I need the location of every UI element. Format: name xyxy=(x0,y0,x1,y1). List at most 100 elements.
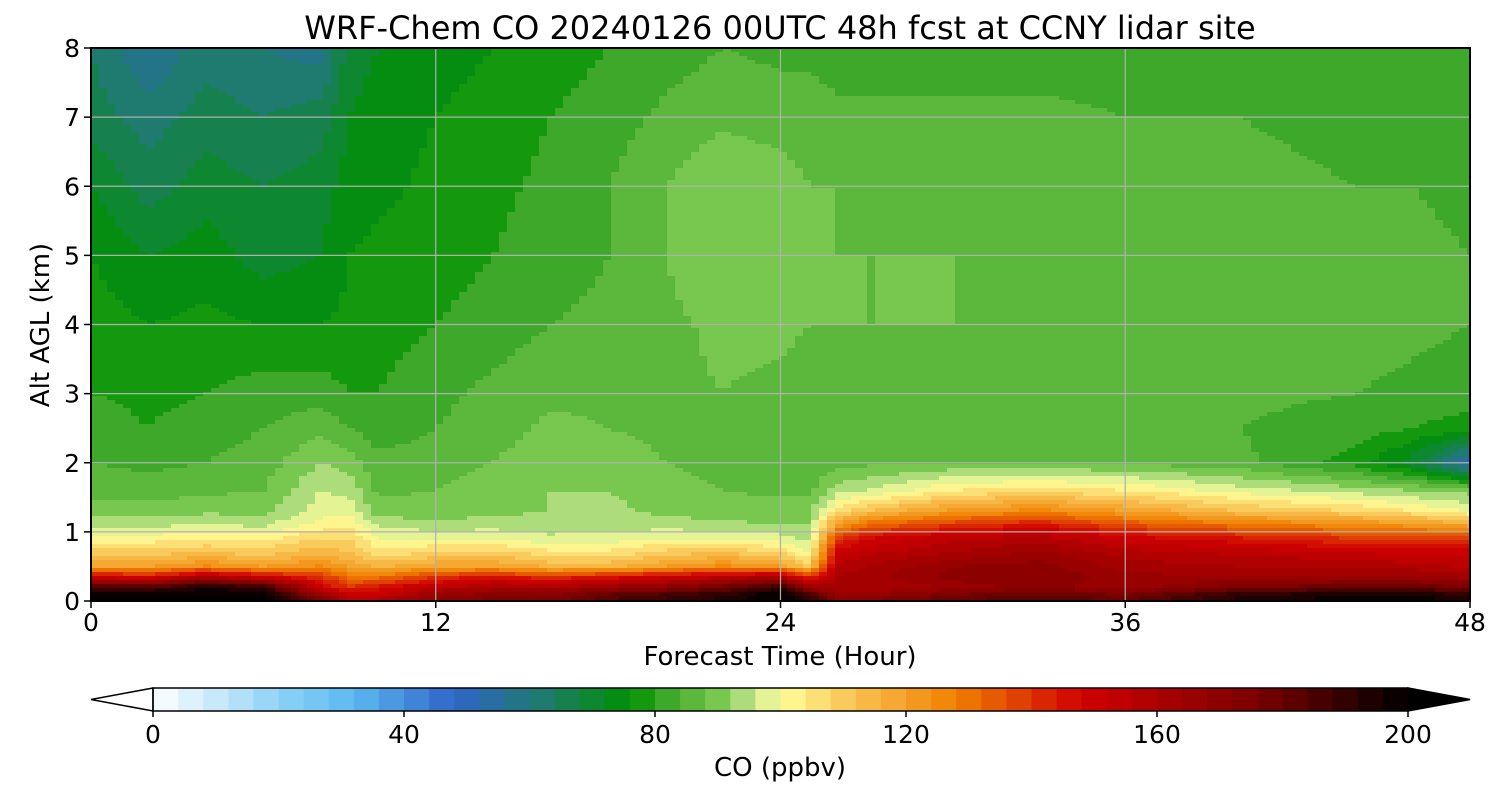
contour-cell xyxy=(147,52,156,57)
contour-cell xyxy=(523,100,532,105)
contour-cell xyxy=(1051,88,1060,93)
contour-cell xyxy=(827,80,836,85)
contour-cell xyxy=(419,92,428,97)
contour-cell xyxy=(1315,104,1324,109)
contour-cell xyxy=(1171,92,1180,97)
contour-cell xyxy=(1243,68,1252,73)
contour-cell xyxy=(1451,88,1460,93)
contour-cell xyxy=(411,72,420,77)
contour-cell xyxy=(1131,100,1140,105)
contour-cell xyxy=(963,108,972,113)
contour-cell xyxy=(963,100,972,105)
contour-cell xyxy=(1363,88,1372,93)
contour-cell xyxy=(1299,84,1308,89)
contour-cell xyxy=(867,104,876,109)
contour-cell xyxy=(747,112,756,117)
contour-cell xyxy=(163,72,172,77)
contour-cell xyxy=(1091,84,1100,89)
contour-cell xyxy=(1267,92,1276,97)
contour-cell xyxy=(1451,60,1460,65)
contour-cell xyxy=(451,100,460,105)
contour-cell xyxy=(347,68,356,73)
contour-cell xyxy=(1219,52,1228,57)
contour-cell xyxy=(443,76,452,81)
contour-cell xyxy=(1467,52,1476,57)
contour-cell xyxy=(1155,104,1164,109)
contour-cell xyxy=(395,56,404,61)
contour-cell xyxy=(523,108,532,113)
contour-cell xyxy=(1163,88,1172,93)
contour-cell xyxy=(747,68,756,73)
contour-cell xyxy=(1019,112,1028,117)
contour-cell xyxy=(1235,104,1244,109)
contour-cell xyxy=(1083,92,1092,97)
contour-cell xyxy=(299,100,308,105)
contour-cell xyxy=(603,72,612,77)
contour-cell xyxy=(643,80,652,85)
contour-cell xyxy=(859,104,868,109)
contour-cell xyxy=(819,104,828,109)
contour-cell xyxy=(1211,100,1220,105)
contour-cell xyxy=(1339,84,1348,89)
contour-cell xyxy=(1267,60,1276,65)
contour-cell xyxy=(1163,52,1172,57)
contour-cell xyxy=(1251,92,1260,97)
contour-cell xyxy=(739,104,748,109)
contour-cell xyxy=(427,92,436,97)
contour-cell xyxy=(203,80,212,85)
contour-cell xyxy=(123,112,132,117)
contour-cell xyxy=(515,56,524,61)
contour-cell xyxy=(827,72,836,77)
contour-cell xyxy=(1435,60,1444,65)
contour-cell xyxy=(683,64,692,69)
contour-cell xyxy=(1443,92,1452,97)
contour-cell xyxy=(843,52,852,57)
contour-cell xyxy=(387,100,396,105)
contour-cell xyxy=(1251,88,1260,93)
contour-cell xyxy=(1091,100,1100,105)
contour-cell xyxy=(123,76,132,81)
contour-cell xyxy=(1035,76,1044,81)
contour-cell xyxy=(371,84,380,89)
contour-cell xyxy=(1091,112,1100,117)
contour-cell xyxy=(835,100,844,105)
contour-cell xyxy=(163,76,172,81)
contour-cell xyxy=(907,96,916,101)
contour-cell xyxy=(1219,76,1228,81)
contour-cell xyxy=(883,56,892,61)
contour-cell xyxy=(963,88,972,93)
contour-cell xyxy=(1155,112,1164,117)
contour-cell xyxy=(203,104,212,109)
contour-cell xyxy=(195,100,204,105)
contour-cell xyxy=(947,52,956,57)
contour-cell xyxy=(379,72,388,77)
contour-cell xyxy=(155,88,164,93)
contour-cell xyxy=(1091,72,1100,77)
contour-cell xyxy=(579,96,588,101)
contour-cell xyxy=(267,52,276,57)
contour-cell xyxy=(651,52,660,57)
contour-cell xyxy=(579,52,588,57)
contour-cell xyxy=(371,100,380,105)
contour-cell xyxy=(707,80,716,85)
contour-cell xyxy=(499,84,508,89)
contour-cell xyxy=(251,100,260,105)
contour-cell xyxy=(763,72,772,77)
contour-cell xyxy=(1243,104,1252,109)
contour-cell xyxy=(1147,80,1156,85)
contour-cell xyxy=(715,80,724,85)
contour-cell xyxy=(1467,60,1476,65)
contour-cell xyxy=(1107,88,1116,93)
contour-cell xyxy=(1123,56,1132,61)
contour-cell xyxy=(1435,108,1444,113)
contour-cell xyxy=(283,60,292,65)
contour-cell xyxy=(451,64,460,69)
contour-cell xyxy=(451,52,460,57)
contour-cell xyxy=(203,76,212,81)
contour-cell xyxy=(867,112,876,117)
contour-cell xyxy=(235,76,244,81)
contour-cell xyxy=(515,104,524,109)
contour-cell xyxy=(803,108,812,113)
contour-cell xyxy=(507,112,516,117)
contour-cell xyxy=(627,56,636,61)
